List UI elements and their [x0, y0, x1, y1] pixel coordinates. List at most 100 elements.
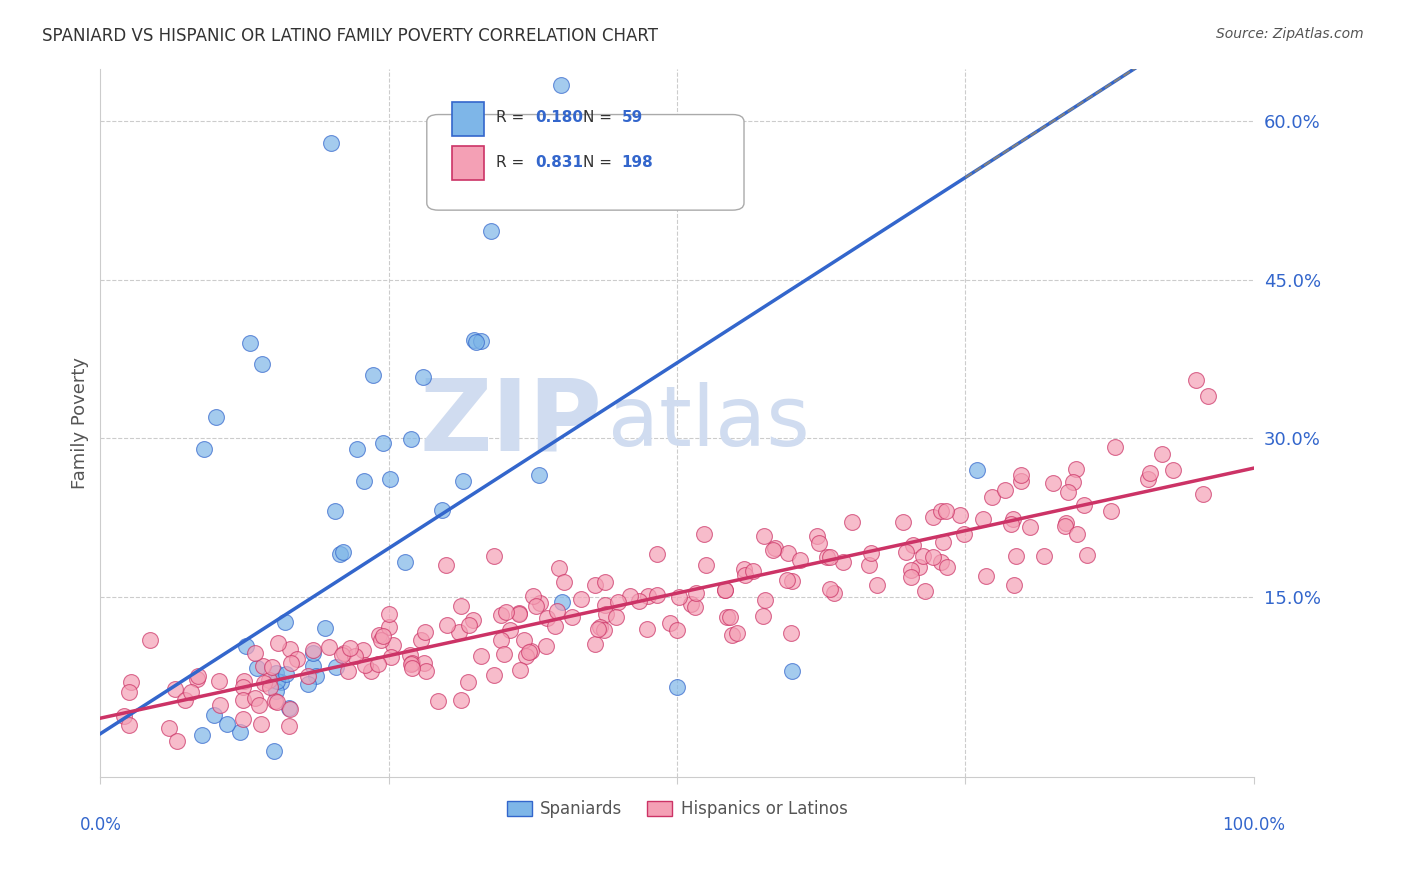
Spaniards — [232, 842, 254, 856]
Hispanics or Latinos — [187, 669, 209, 683]
Spaniards — [204, 410, 226, 425]
Hispanics or Latinos — [463, 613, 485, 627]
Hispanics or Latinos — [1001, 512, 1024, 526]
Hispanics or Latinos — [585, 578, 607, 592]
Hispanics or Latinos — [693, 527, 716, 541]
Hispanics or Latinos — [725, 626, 748, 640]
Spaniards — [430, 503, 453, 517]
Hispanics or Latinos — [495, 606, 517, 620]
Text: atlas: atlas — [607, 382, 810, 463]
Hispanics or Latinos — [595, 598, 617, 612]
Hispanics or Latinos — [353, 658, 375, 673]
Hispanics or Latinos — [450, 599, 472, 614]
Hispanics or Latinos — [1161, 463, 1184, 477]
Hispanics or Latinos — [174, 692, 197, 706]
Hispanics or Latinos — [683, 600, 706, 615]
Hispanics or Latinos — [1042, 475, 1064, 490]
Spaniards — [551, 595, 574, 609]
Hispanics or Latinos — [232, 692, 254, 706]
Hispanics or Latinos — [589, 620, 612, 634]
Hispanics or Latinos — [561, 609, 583, 624]
Spaniards — [346, 442, 368, 456]
Hispanics or Latinos — [1197, 389, 1219, 403]
Hispanics or Latinos — [776, 573, 799, 587]
Text: Source: ZipAtlas.com: Source: ZipAtlas.com — [1216, 27, 1364, 41]
Hispanics or Latinos — [302, 643, 325, 657]
Hispanics or Latinos — [818, 582, 841, 597]
Spaniards — [481, 224, 503, 238]
Hispanics or Latinos — [981, 490, 1004, 504]
Hispanics or Latinos — [436, 618, 458, 632]
Spaniards — [353, 474, 375, 488]
Spaniards — [782, 664, 804, 678]
Spaniards — [274, 666, 297, 681]
Hispanics or Latinos — [112, 708, 135, 723]
Spaniards — [246, 661, 269, 675]
Spaniards — [190, 728, 212, 742]
Hispanics or Latinos — [718, 609, 741, 624]
Hispanics or Latinos — [636, 622, 658, 636]
Hispanics or Latinos — [166, 734, 188, 748]
Hispanics or Latinos — [685, 586, 707, 600]
Hispanics or Latinos — [713, 582, 735, 597]
Hispanics or Latinos — [450, 692, 472, 706]
Hispanics or Latinos — [818, 550, 841, 565]
Spaniards — [264, 666, 287, 681]
Hispanics or Latinos — [118, 685, 141, 699]
Hispanics or Latinos — [534, 640, 557, 654]
Hispanics or Latinos — [339, 641, 361, 656]
Hispanics or Latinos — [413, 657, 436, 671]
Hispanics or Latinos — [232, 712, 254, 726]
Hispanics or Latinos — [1057, 484, 1080, 499]
Hispanics or Latinos — [380, 649, 402, 664]
Hispanics or Latinos — [1064, 461, 1087, 475]
Spaniards — [666, 680, 689, 694]
Hispanics or Latinos — [858, 558, 880, 573]
Hispanics or Latinos — [949, 508, 972, 522]
Hispanics or Latinos — [524, 599, 547, 614]
Spaniards — [314, 621, 336, 635]
Spaniards — [966, 463, 988, 477]
Spaniards — [329, 548, 352, 562]
Hispanics or Latinos — [318, 640, 340, 655]
Spaniards — [582, 159, 605, 173]
Hispanics or Latinos — [139, 632, 162, 647]
Hispanics or Latinos — [499, 623, 522, 637]
Hispanics or Latinos — [186, 672, 208, 686]
Hispanics or Latinos — [713, 583, 735, 598]
Hispanics or Latinos — [679, 597, 702, 611]
Hispanics or Latinos — [605, 610, 627, 624]
Hispanics or Latinos — [343, 649, 366, 664]
Hispanics or Latinos — [1099, 504, 1122, 518]
Hispanics or Latinos — [233, 674, 256, 689]
Hispanics or Latinos — [180, 685, 202, 699]
Spaniards — [412, 369, 434, 384]
Hispanics or Latinos — [352, 643, 374, 657]
Hispanics or Latinos — [1000, 517, 1022, 532]
Hispanics or Latinos — [595, 607, 617, 621]
Spaniards — [319, 136, 342, 150]
Hispanics or Latinos — [1066, 527, 1088, 541]
Spaniards — [325, 660, 347, 674]
Hispanics or Latinos — [936, 560, 959, 574]
Spaniards — [239, 336, 262, 351]
Hispanics or Latinos — [914, 584, 936, 599]
Hispanics or Latinos — [263, 694, 285, 708]
Hispanics or Latinos — [399, 648, 422, 663]
Hispanics or Latinos — [427, 693, 450, 707]
Hispanics or Latinos — [665, 623, 688, 637]
Hispanics or Latinos — [457, 618, 479, 632]
Spaniards — [527, 468, 550, 483]
Hispanics or Latinos — [974, 569, 997, 583]
Spaniards — [465, 334, 488, 349]
Spaniards — [215, 717, 238, 731]
Hispanics or Latinos — [368, 627, 391, 641]
Hispanics or Latinos — [780, 574, 803, 588]
Hispanics or Latinos — [489, 632, 512, 647]
Hispanics or Latinos — [1053, 518, 1076, 533]
Hispanics or Latinos — [336, 664, 359, 678]
Hispanics or Latinos — [832, 555, 855, 569]
Hispanics or Latinos — [922, 550, 945, 565]
Hispanics or Latinos — [553, 574, 575, 589]
Hispanics or Latinos — [645, 588, 668, 602]
